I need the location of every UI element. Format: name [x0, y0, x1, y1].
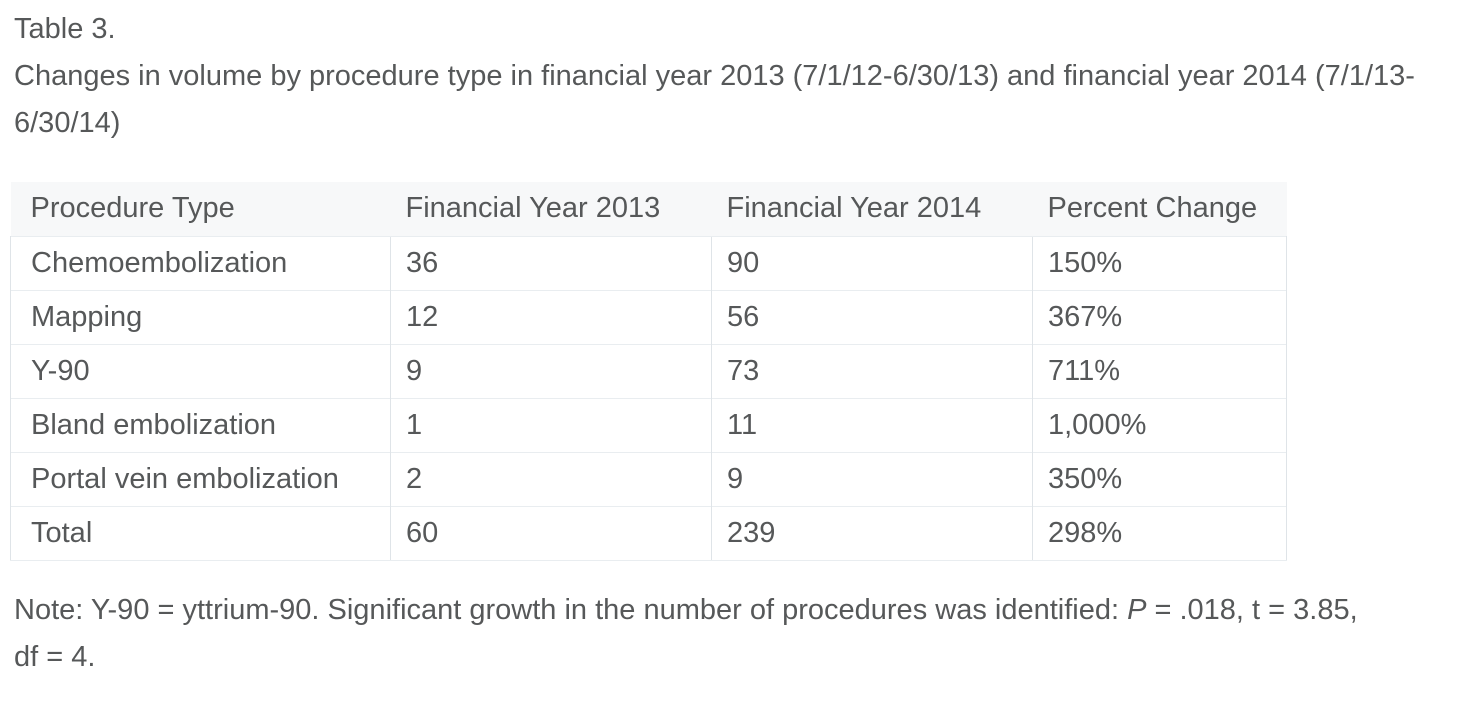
- cell-fy2014: 90: [711, 235, 1033, 290]
- table-label: Table 3.: [14, 13, 116, 45]
- note-prefix: Note: Y-90 = yttrium-90. Significant gro…: [14, 593, 1128, 626]
- cell-procedure-type: Total: [10, 505, 391, 561]
- cell-procedure-type: Mapping: [10, 289, 391, 344]
- table-row-chemoembolization: Chemoembolization 36 90 150%: [10, 235, 1287, 290]
- cell-fy2014: 56: [711, 289, 1033, 344]
- cell-percent-change: 1,000%: [1032, 397, 1287, 452]
- procedures-table: Procedure Type Financial Year 2013 Finan…: [10, 182, 1287, 561]
- cell-procedure-type: Y-90: [10, 343, 391, 398]
- cell-fy2013: 12: [390, 289, 712, 344]
- cell-fy2014: 239: [711, 505, 1033, 561]
- table-row-mapping: Mapping 12 56 367%: [10, 289, 1287, 344]
- note-df: df = 4.: [14, 640, 96, 673]
- table-row-bland-embolization: Bland embolization 1 11 1,000%: [10, 397, 1287, 452]
- cell-percent-change: 367%: [1032, 289, 1287, 344]
- cell-procedure-type: Bland embolization: [10, 397, 391, 452]
- note-stats: = .018, t = 3.85,: [1146, 593, 1358, 626]
- cell-procedure-type: Chemoembolization: [10, 235, 391, 290]
- table-note: Note: Y-90 = yttrium-90. Significant gro…: [14, 587, 1448, 681]
- table-header-row: Procedure Type Financial Year 2013 Finan…: [10, 182, 1287, 236]
- cell-fy2014: 73: [711, 343, 1033, 398]
- table-row-portal-vein-embolization: Portal vein embolization 2 9 350%: [10, 451, 1287, 506]
- cell-fy2013: 9: [390, 343, 712, 398]
- header-financial-year-2014: Financial Year 2014: [711, 182, 1033, 236]
- table-row-total: Total 60 239 298%: [10, 505, 1287, 561]
- cell-fy2014: 9: [711, 451, 1033, 506]
- cell-percent-change: 711%: [1032, 343, 1287, 398]
- cell-percent-change: 350%: [1032, 451, 1287, 506]
- cell-fy2013: 2: [390, 451, 712, 506]
- cell-fy2013: 1: [390, 397, 712, 452]
- cell-procedure-type: Portal vein embolization: [10, 451, 391, 506]
- table-description: Changes in volume by procedure type in f…: [14, 60, 1415, 139]
- header-financial-year-2013: Financial Year 2013: [390, 182, 712, 236]
- table-caption-block: Table 3. Changes in volume by procedure …: [14, 6, 1448, 147]
- table-row-y90: Y-90 9 73 711%: [10, 343, 1287, 398]
- p-value-symbol: P: [1127, 593, 1147, 626]
- cell-fy2013: 36: [390, 235, 712, 290]
- cell-fy2013: 60: [390, 505, 712, 561]
- cell-fy2014: 11: [711, 397, 1033, 452]
- cell-percent-change: 298%: [1032, 505, 1287, 561]
- header-percent-change: Percent Change: [1032, 182, 1287, 236]
- cell-percent-change: 150%: [1032, 235, 1287, 290]
- header-procedure-type: Procedure Type: [10, 182, 391, 236]
